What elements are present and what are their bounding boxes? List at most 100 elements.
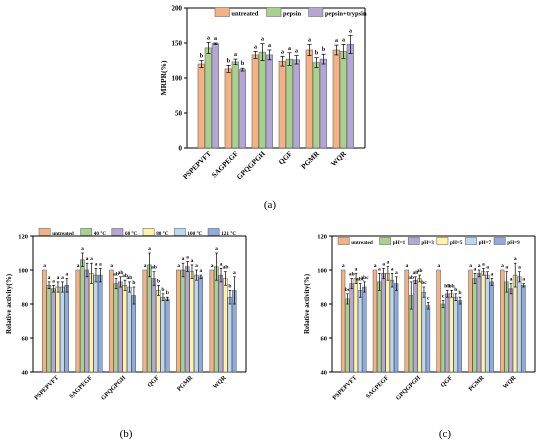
legend-swatch [465,237,477,245]
significance-letter: b [458,290,461,296]
significance-letter: ab [127,275,133,281]
bar [223,278,228,373]
y-tick-label: 120 [18,234,28,241]
significance-letter: a [186,255,189,261]
bar [89,273,94,373]
y-tick-label: 100 [172,75,183,83]
significance-letter: b [161,287,164,293]
significance-letter: a [52,278,55,284]
significance-letter: bb [444,283,450,289]
bar [504,281,509,373]
significance-letter: a [281,49,284,55]
y-tick-label: 120 [317,234,327,241]
significance-letter: bc [421,280,427,286]
bar [508,288,513,373]
significance-letter: ab [118,270,124,276]
bar [417,278,422,373]
significance-letter: a [342,37,345,43]
significance-letter: ab [151,265,157,271]
bar [393,283,399,373]
significance-letter: b [315,51,319,57]
y-tick-label: 40 [22,370,29,377]
significance-letter: b [241,61,245,67]
significance-letter: a [148,246,151,252]
x-tick-label: PGMR [176,374,195,393]
bar [372,269,378,373]
significance-letter: a [486,265,489,271]
bar [349,283,354,373]
bar [404,269,409,373]
significance-letter: a [288,46,291,52]
legend-label: 40 °C [94,230,107,237]
bar [251,54,259,149]
bar [185,266,190,373]
bar [180,269,186,373]
panel-label: (c) [439,428,452,440]
significance-letter: b [322,47,326,53]
bar [75,269,81,373]
x-tick-label: WQR [330,149,349,168]
legend-swatch [38,228,51,236]
legend-label: pH=5 [450,240,463,246]
bar [151,278,157,373]
legend-swatch [308,7,324,17]
bar [193,274,199,373]
bar [131,295,137,373]
significance-letter: b [132,280,135,286]
bar [46,285,52,373]
significance-letter: a [110,263,113,269]
x-tick-label: QGF [277,149,294,166]
bar [142,269,148,373]
significance-letter: a [378,266,381,272]
significance-letter: a [43,263,46,269]
significance-letter: a [90,256,93,262]
significance-letter: a [220,261,223,267]
significance-letter: a [355,266,358,272]
significance-letter: a [99,261,102,267]
significance-letter: a [518,265,521,271]
significance-letter: a [233,270,236,276]
legend-label: pH=9 [507,240,520,246]
bar [122,285,128,373]
x-tick-label: PSPEPVFT [331,374,359,402]
significance-letter: a [490,272,493,278]
x-tick-label: WQR [212,374,228,390]
legend: untreated pH=1 pH=3 pH=5 pH=7 pH=9 [337,237,520,246]
legend-swatch [207,228,220,236]
significance-letter: a [48,275,51,281]
x-tick-label: QGF [439,374,454,389]
significance-letter: a [474,266,477,272]
significance-letter: ab [349,272,355,278]
legend-label: 80 °C [156,230,169,237]
bar [421,291,426,373]
significance-letter: a [391,266,394,272]
significance-letter: ab [417,268,423,274]
bar [147,264,152,373]
bar [176,269,181,373]
significance-letter: a [214,36,217,42]
significance-letter: a [342,263,345,269]
significance-letter: a [61,275,64,281]
significance-letter: ab [408,275,414,281]
significance-letter: a [177,263,180,269]
significance-letter: a [182,256,185,262]
bar [113,283,119,373]
bar [214,266,219,373]
bar [59,286,65,373]
significance-letter: a [501,263,504,269]
bar [332,49,340,149]
bar [339,51,347,149]
legend-swatch [111,228,124,236]
significance-letter: a [482,261,485,267]
bar [440,303,446,373]
y-tick-label: 50 [175,110,183,118]
panel-label: (b) [120,428,133,440]
bar [345,298,350,373]
significance-letter: a [522,277,525,283]
y-tick-label: 60 [321,336,328,343]
bar [238,69,246,149]
significance-letter: a [195,263,198,269]
bar [413,279,418,373]
legend-label: 121 °C [221,230,236,237]
